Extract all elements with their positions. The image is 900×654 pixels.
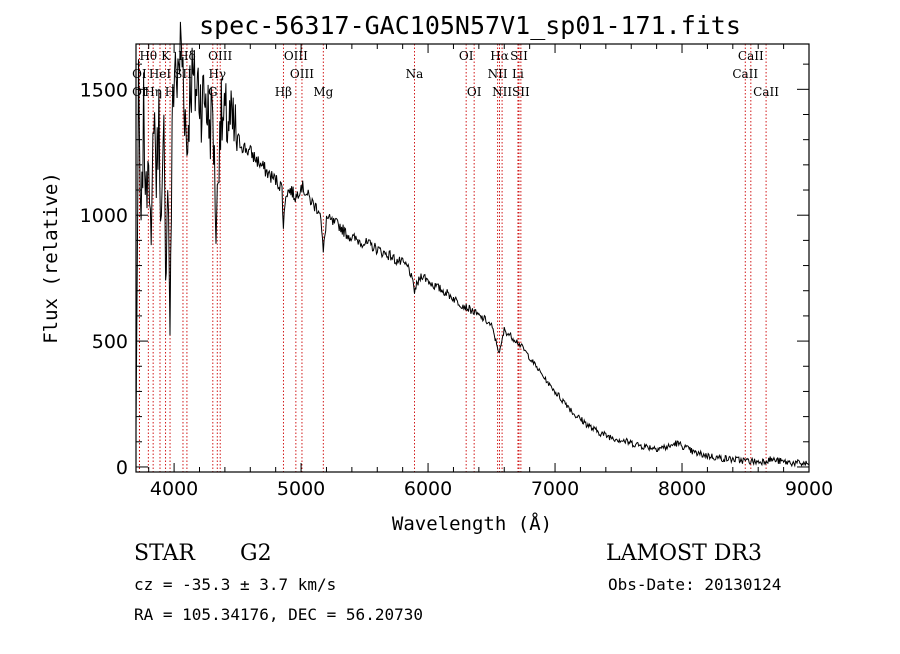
- spectral-line-label: SII: [510, 49, 528, 63]
- spectral-line-label: H: [165, 85, 175, 99]
- spectral-line-label: K: [161, 49, 171, 63]
- object-class: STAR: [134, 541, 196, 566]
- survey-name: LAMOST DR3: [606, 541, 762, 566]
- x-tick-label: 4000: [150, 478, 198, 500]
- spectral-line-label: Hδ: [178, 49, 196, 63]
- spectral-line-label: HeI: [149, 67, 172, 81]
- redshift-text: cz = -35.3 ± 3.7 km/s: [134, 575, 336, 594]
- x-tick-label: 7000: [531, 478, 579, 500]
- y-tick-label: 0: [116, 457, 128, 479]
- spectral-line-label: Hβ: [275, 85, 292, 99]
- spectral-line-label: CaII: [732, 67, 758, 81]
- spectral-line-label: Hη: [144, 85, 162, 99]
- spectral-line-label: OIII: [208, 49, 232, 63]
- spectral-line-label: G: [208, 85, 218, 99]
- obs-date-text: Obs-Date: 20130124: [608, 575, 781, 594]
- y-tick-label: 1000: [80, 205, 128, 227]
- spectral-line-label: CaII: [753, 85, 779, 99]
- y-tick-label: 1500: [80, 79, 128, 101]
- x-tick-label: 9000: [785, 478, 833, 500]
- spectral-line-label: Hγ: [208, 67, 226, 81]
- spectral-line-label: SII: [512, 85, 530, 99]
- x-tick-label: 6000: [404, 478, 452, 500]
- spectral-line-label: Hθ: [139, 49, 157, 63]
- spectral-line-label: OI: [459, 49, 474, 63]
- spectral-line-label: NII: [492, 85, 512, 99]
- x-tick-label: 5000: [277, 478, 325, 500]
- y-axis-label: Flux (relative): [40, 172, 62, 344]
- chart-title: spec-56317-GAC105N57V1_sp01-171.fits: [199, 11, 741, 40]
- flux-series-line: [135, 21, 810, 468]
- spectral-line-label: Na: [406, 67, 424, 81]
- x-tick-label: 8000: [658, 478, 706, 500]
- y-tick-label: 500: [92, 331, 128, 353]
- spectral-line-label: OI: [467, 85, 482, 99]
- x-axis-label: Wavelength (Å): [392, 512, 552, 535]
- spectral-line-label: CaII: [738, 49, 764, 63]
- spectral-line-label: OIII: [290, 67, 314, 81]
- coordinates-text: RA = 105.34176, DEC = 56.20730: [134, 605, 423, 624]
- plot-frame: [135, 43, 810, 473]
- spectral-line-label: Mg: [313, 85, 333, 99]
- spectral-line-label: Hα: [490, 49, 509, 63]
- spectral-line-label: OIII: [284, 49, 308, 63]
- spectral-line-label: Li: [512, 67, 524, 81]
- spectral-line-label: NII: [488, 67, 508, 81]
- object-subclass: G2: [240, 541, 272, 566]
